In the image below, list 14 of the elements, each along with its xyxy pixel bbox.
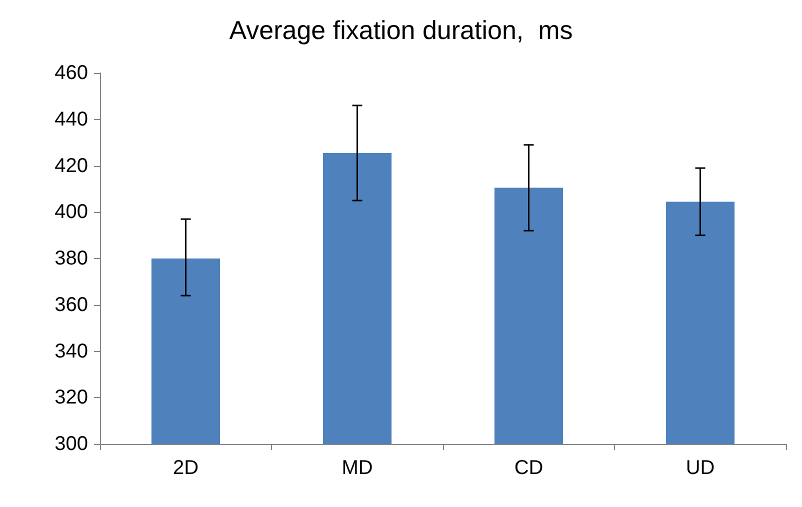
x-tick-label: UD <box>686 457 715 479</box>
y-tick-label: 300 <box>54 433 88 455</box>
y-tick-label: 340 <box>54 340 88 362</box>
y-tick-label: 380 <box>54 248 88 270</box>
y-tick-label: 440 <box>54 108 88 130</box>
chart-title: Average fixation duration, ms <box>229 15 573 45</box>
y-tick-label: 400 <box>54 201 88 224</box>
y-tick-label: 360 <box>54 294 88 316</box>
y-tick-label: 460 <box>54 62 88 84</box>
y-tick-label: 320 <box>54 386 88 409</box>
x-tick-label: 2D <box>172 457 199 479</box>
x-tick-label: CD <box>514 457 544 479</box>
x-tick-label: MD <box>342 457 373 479</box>
y-tick-label: 420 <box>54 154 88 177</box>
